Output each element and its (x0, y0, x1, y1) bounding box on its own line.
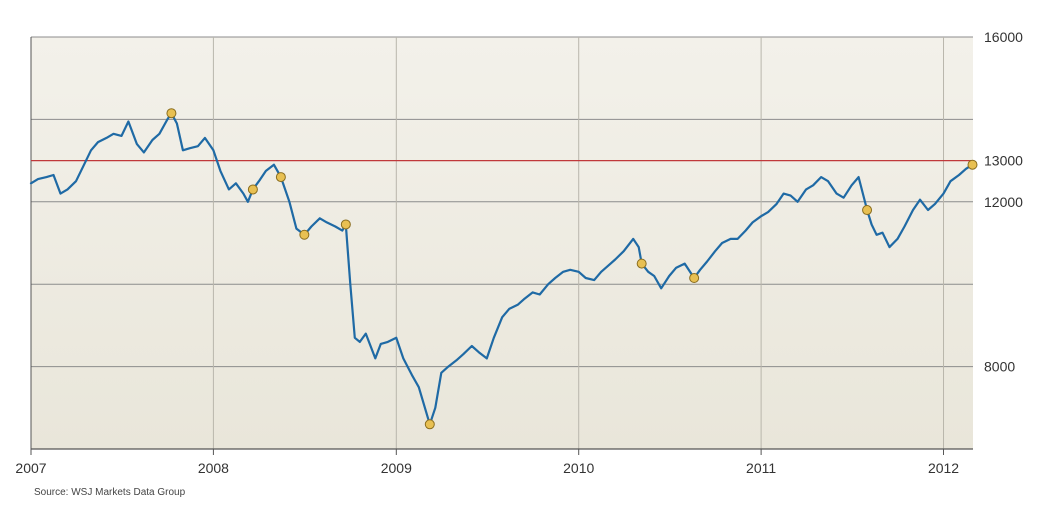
event-marker[interactable] (689, 273, 700, 284)
y-tick-label: 13000 (984, 153, 1023, 169)
y-tick-label: 16000 (984, 29, 1023, 45)
y-tick-label: 8000 (984, 359, 1015, 375)
x-tick-label: 2007 (15, 460, 46, 476)
series-line (29, 112, 974, 426)
plot-background (31, 37, 973, 449)
event-marker[interactable] (340, 219, 351, 230)
x-tick-label: 2011 (746, 460, 776, 476)
x-tick-label: 2008 (198, 460, 229, 476)
event-marker[interactable] (247, 184, 258, 195)
event-marker[interactable] (862, 205, 873, 216)
event-marker[interactable] (275, 172, 286, 183)
gridlines (30, 36, 973, 450)
event-marker[interactable] (424, 419, 435, 430)
event-marker[interactable] (166, 108, 177, 119)
x-tick-label: 2010 (563, 460, 594, 476)
y-axis: 16000 13000 12000 8000 (984, 29, 1023, 375)
event-marker[interactable] (299, 229, 310, 240)
event-marker[interactable] (636, 258, 647, 269)
y-tick-label: 12000 (984, 194, 1023, 210)
x-tick-label: 2012 (928, 460, 959, 476)
markers-group (166, 108, 978, 430)
x-axis: 2007 2008 2009 2010 2011 2012 (15, 449, 959, 476)
series-group (29, 112, 974, 426)
event-marker[interactable] (967, 159, 978, 170)
x-tick-label: 2009 (381, 460, 412, 476)
source-note: Source: WSJ Markets Data Group (34, 487, 186, 498)
